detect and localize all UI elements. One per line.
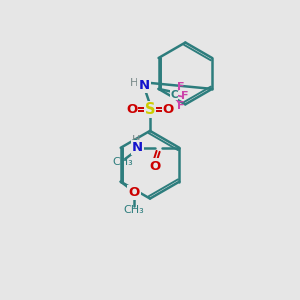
Text: H: H: [130, 78, 139, 88]
Text: C: C: [170, 90, 178, 100]
Text: CH₃: CH₃: [112, 157, 133, 167]
Text: F: F: [177, 82, 184, 92]
Text: N: N: [132, 141, 143, 154]
Text: F: F: [181, 91, 189, 101]
Text: O: O: [128, 186, 140, 199]
Text: O: O: [126, 103, 137, 116]
Text: S: S: [145, 102, 155, 117]
Text: N: N: [139, 79, 150, 92]
Text: CH₃: CH₃: [124, 205, 144, 215]
Text: H: H: [132, 135, 140, 145]
Text: F: F: [177, 101, 184, 111]
Text: O: O: [149, 160, 160, 172]
Text: O: O: [163, 103, 174, 116]
